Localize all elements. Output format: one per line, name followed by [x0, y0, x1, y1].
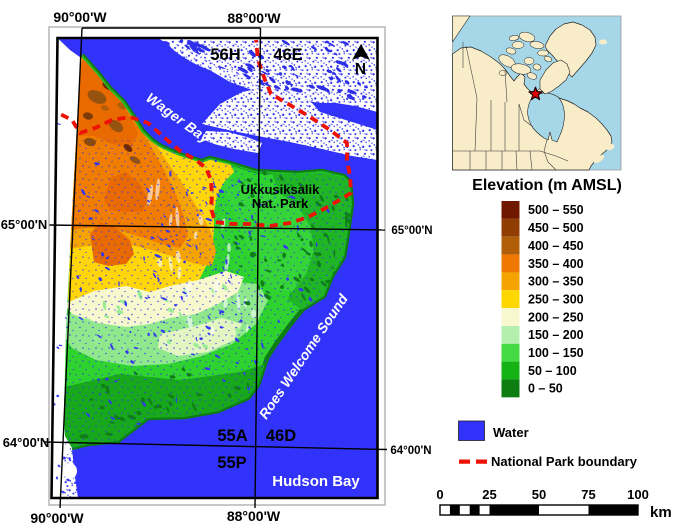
svg-text:400 – 450: 400 – 450: [528, 239, 584, 253]
svg-text:25: 25: [482, 487, 496, 502]
svg-text:75: 75: [581, 487, 595, 502]
svg-text:88°00'W: 88°00'W: [227, 10, 281, 26]
svg-text:0 – 50: 0 – 50: [528, 382, 563, 396]
svg-text:55P: 55P: [217, 454, 246, 472]
svg-text:N: N: [355, 61, 366, 78]
svg-text:90°00'W: 90°00'W: [30, 510, 84, 526]
svg-text:64°00'N: 64°00'N: [390, 445, 431, 457]
svg-text:150 – 200: 150 – 200: [528, 328, 584, 342]
svg-text:50 – 100: 50 – 100: [528, 364, 577, 378]
svg-text:46D: 46D: [266, 427, 296, 445]
svg-text:250 – 300: 250 – 300: [528, 293, 584, 307]
svg-text:km: km: [650, 504, 672, 521]
svg-text:National Park boundary: National Park boundary: [491, 454, 638, 469]
svg-text:Water: Water: [493, 425, 529, 440]
svg-text:Ukkusiksalik: Ukkusiksalik: [241, 182, 321, 197]
svg-text:65°00'N: 65°00'N: [1, 217, 48, 232]
svg-text:100 – 150: 100 – 150: [528, 346, 584, 360]
svg-text:Elevation (m AMSL): Elevation (m AMSL): [472, 177, 622, 194]
svg-text:100: 100: [627, 487, 649, 502]
svg-text:65°00'N: 65°00'N: [391, 225, 432, 237]
svg-text:0: 0: [436, 487, 443, 502]
svg-text:450 – 500: 450 – 500: [528, 221, 584, 235]
svg-text:88°00'W: 88°00'W: [227, 508, 281, 524]
svg-text:300 – 350: 300 – 350: [528, 275, 584, 289]
svg-text:50: 50: [532, 487, 546, 502]
svg-text:Hudson Bay: Hudson Bay: [272, 473, 360, 490]
svg-text:200 – 250: 200 – 250: [528, 310, 584, 324]
svg-text:Nat. Park: Nat. Park: [252, 196, 309, 211]
svg-text:90°00'W: 90°00'W: [53, 9, 107, 25]
svg-text:55A: 55A: [217, 427, 247, 445]
svg-text:64°00'N: 64°00'N: [3, 435, 50, 450]
svg-text:500 – 550: 500 – 550: [528, 203, 584, 217]
svg-text:350 – 400: 350 – 400: [528, 257, 584, 271]
svg-text:46E: 46E: [273, 46, 302, 64]
svg-text:56H: 56H: [210, 46, 240, 64]
